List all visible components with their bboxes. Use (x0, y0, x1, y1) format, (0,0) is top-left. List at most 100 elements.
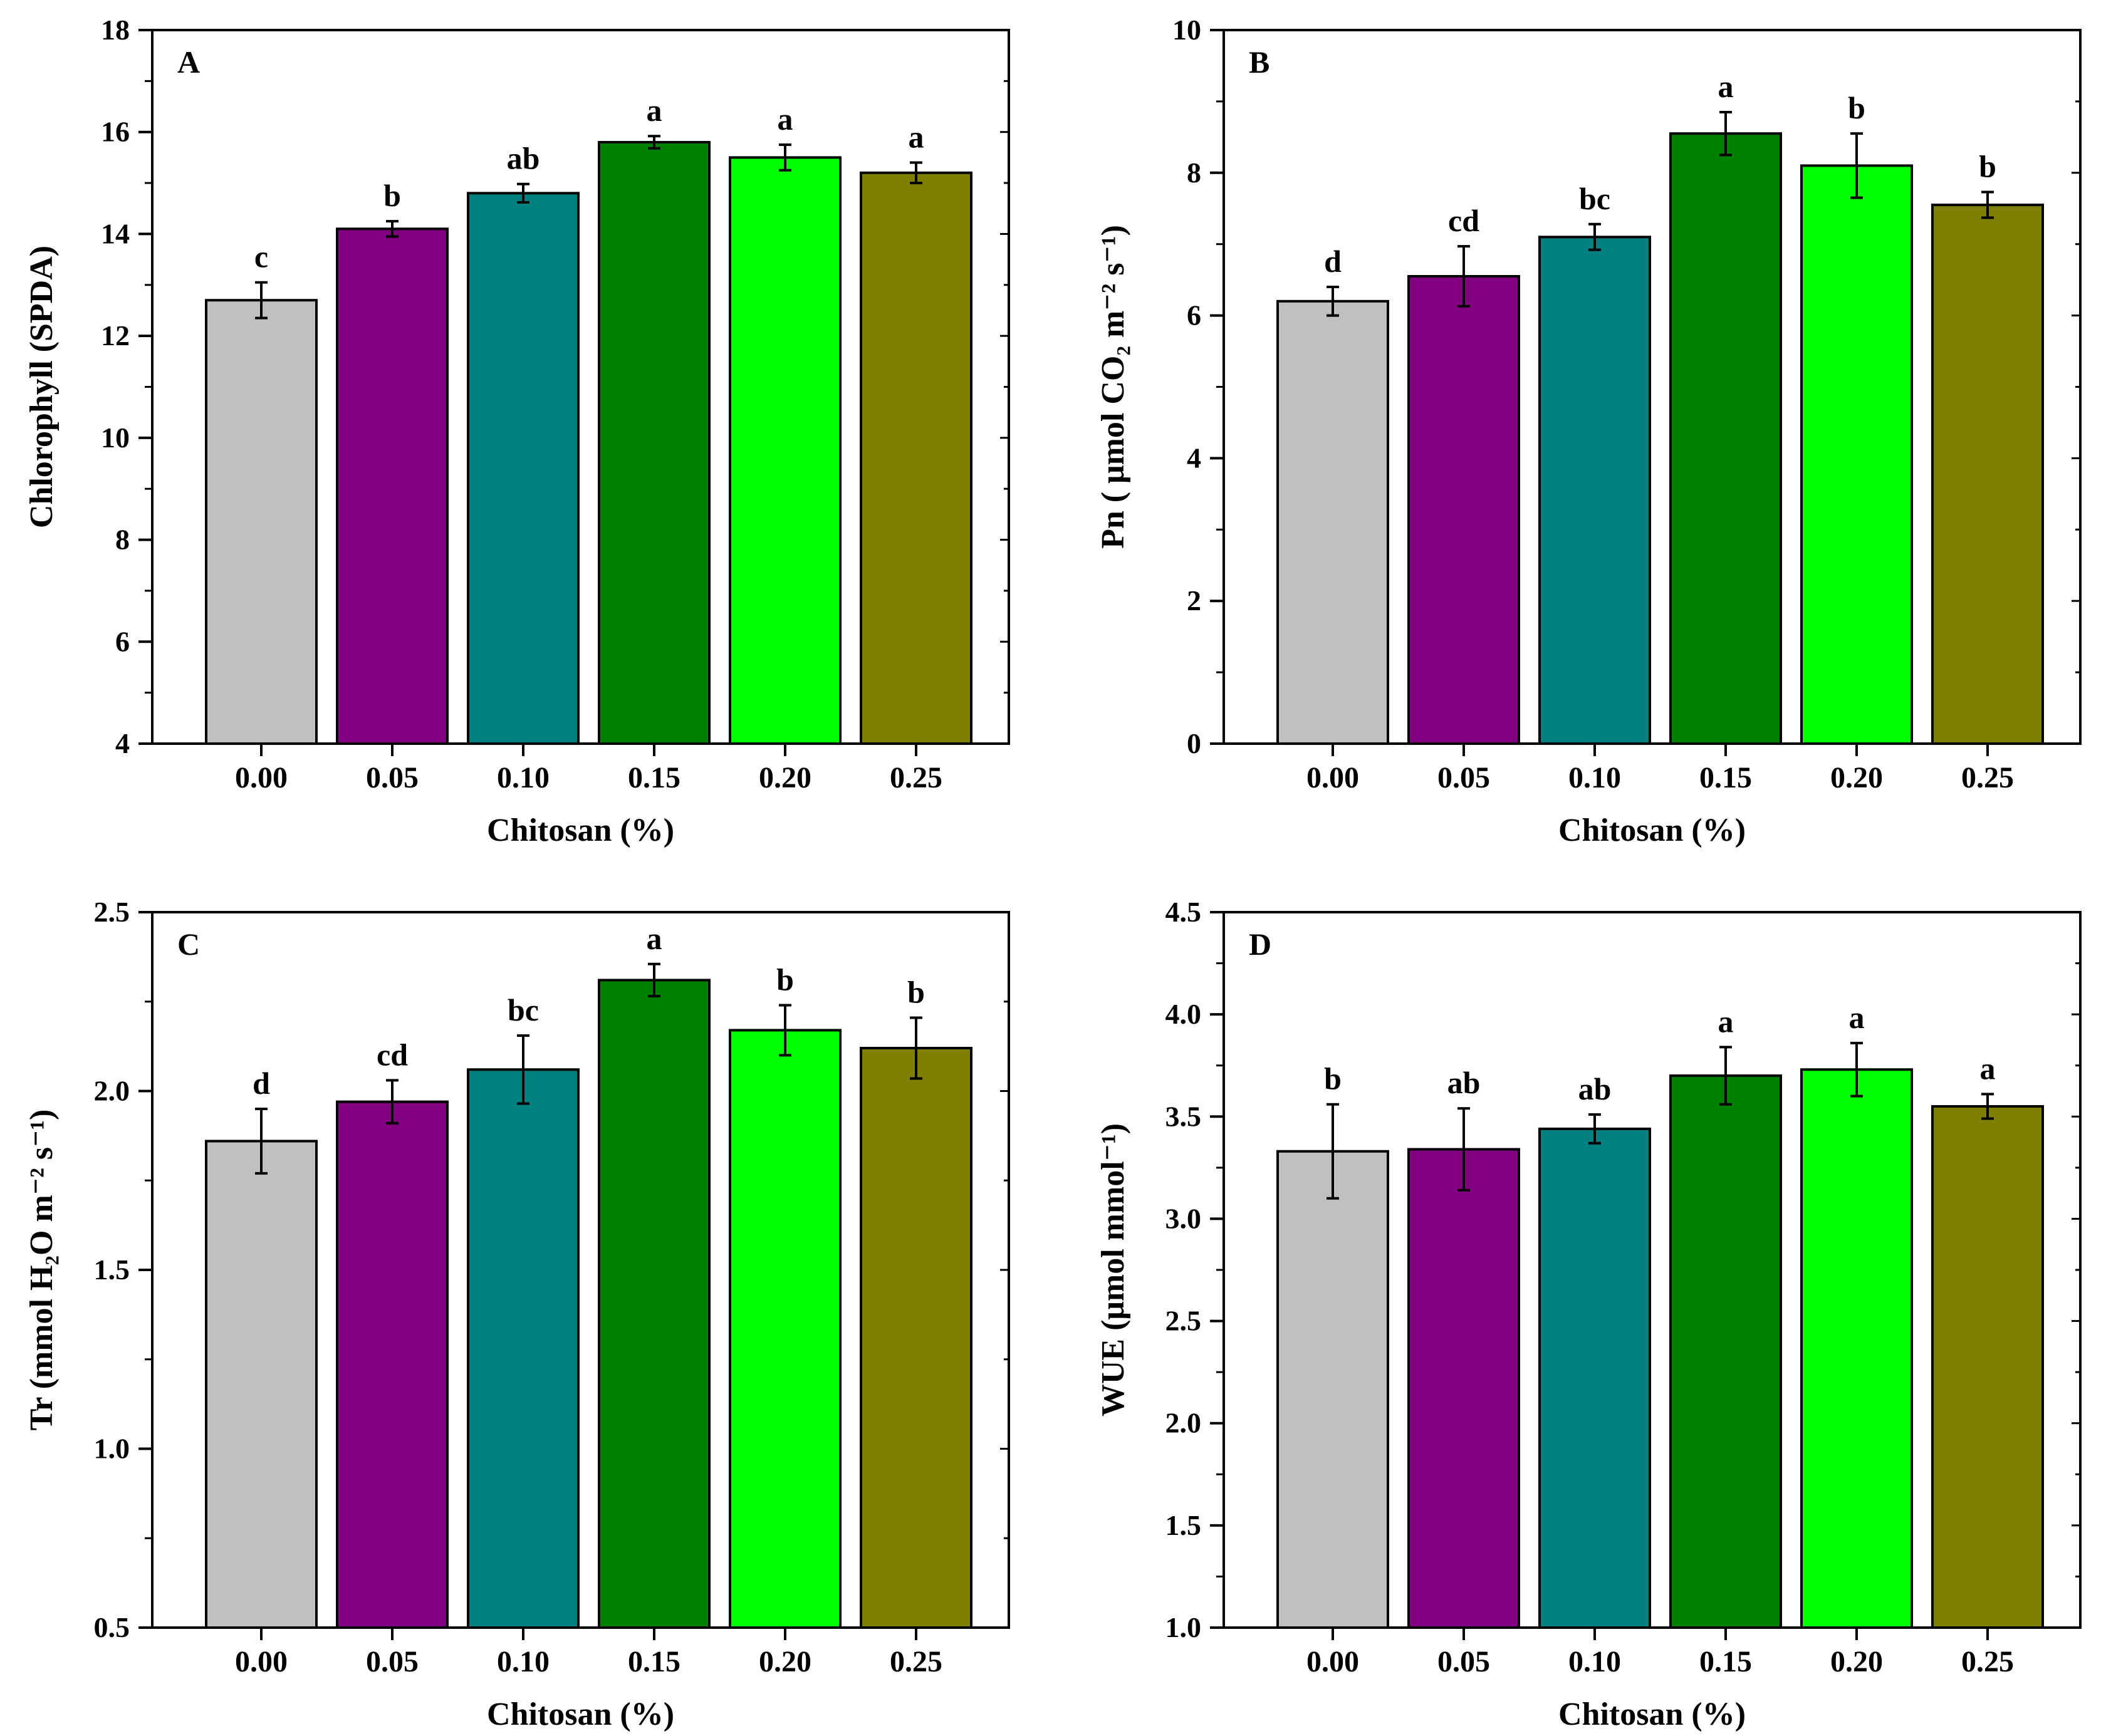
bar (1800, 164, 1913, 746)
y-tick-label: 10 (101, 422, 130, 454)
chart-panel-a: 4 6 8 10 12 14 16 18 c 0.00 b 0.05 ab 0.10 a 0.15 a 0.20 a… (24, 14, 1010, 848)
bar (467, 1068, 580, 1629)
bar (598, 140, 711, 745)
y-tick-label: 8 (115, 524, 130, 556)
y-tick-label: 1.5 (94, 1254, 130, 1286)
bar (467, 192, 580, 746)
chart-panel-b: 0 2 4 6 8 10 d 0.00 cd 0.05 bc 0.10 a 0.15 b 0.20 b 0.25 B… (1095, 14, 2082, 848)
x-tick-label: 0.15 (1699, 1645, 1752, 1678)
x-tick-label: 0.20 (759, 1645, 811, 1678)
significance-label: d (1324, 244, 1342, 279)
significance-label: cd (1448, 203, 1479, 238)
x-tick-label: 0.10 (497, 761, 550, 794)
x-tick-label: 0.05 (1437, 1645, 1490, 1678)
bar (1669, 1074, 1782, 1629)
y-tick-label: 8 (1187, 157, 1201, 189)
x-axis-title: Chitosan (%) (487, 813, 674, 848)
bar (1800, 1068, 1913, 1629)
y-tick-label: 18 (101, 14, 130, 46)
significance-label: bc (508, 992, 539, 1027)
significance-label: ab (1447, 1065, 1481, 1100)
x-tick-label: 0.05 (366, 761, 419, 794)
x-tick-label: 0.20 (759, 761, 811, 794)
bar (1931, 204, 2044, 745)
y-tick-label: 2.0 (1165, 1407, 1202, 1439)
panel-label: A (177, 44, 200, 80)
bar (1276, 1150, 1389, 1629)
significance-label: a (1718, 1004, 1734, 1039)
x-tick-label: 0.00 (235, 1645, 288, 1678)
x-tick-label: 0.25 (1961, 761, 2014, 794)
bar (598, 979, 711, 1629)
y-tick-label: 0.5 (94, 1611, 130, 1643)
y-axis-title: Pn ( μmol CO₂ m⁻² s⁻¹) (1095, 225, 1131, 549)
y-tick-label: 2.5 (94, 896, 130, 928)
significance-label: c (254, 239, 268, 274)
y-tick-label: 12 (101, 320, 130, 351)
significance-label: b (776, 962, 794, 997)
bar (860, 1046, 972, 1629)
x-tick-label: 0.20 (1830, 761, 1883, 794)
x-tick-label: 0.25 (890, 1645, 942, 1678)
y-tick-label: 0 (1187, 727, 1201, 759)
y-axis-title: Tr (mmol H₂O m⁻² s⁻¹) (24, 1110, 60, 1431)
significance-label: b (1324, 1061, 1342, 1096)
y-tick-label: 4 (1187, 442, 1201, 474)
y-tick-label: 2.0 (94, 1075, 130, 1107)
significance-label: ab (507, 141, 540, 176)
bar (1538, 1127, 1651, 1629)
x-tick-label: 0.00 (1306, 1645, 1359, 1678)
significance-label: bc (1579, 181, 1610, 216)
x-tick-label: 0.25 (890, 761, 942, 794)
bar (1276, 299, 1389, 745)
x-tick-label: 0.05 (366, 1645, 419, 1678)
y-axis-title: WUE (μmol mmol⁻¹) (1095, 1123, 1131, 1416)
y-tick-label: 4.5 (1165, 896, 1202, 928)
significance-label: a (1849, 1000, 1865, 1035)
y-tick-label: 2.5 (1165, 1305, 1202, 1337)
bar (336, 227, 449, 745)
significance-label: a (647, 921, 662, 956)
bar (1407, 274, 1520, 745)
chart-panel-c: 0.5 1.0 1.5 2.0 2.5 d 0.00 cd 0.05 bc 0.10 a 0.15 b 0.… (24, 896, 1010, 1732)
x-tick-label: 0.00 (235, 761, 288, 794)
y-tick-label: 1.5 (1165, 1509, 1202, 1541)
x-axis-title: Chitosan (%) (1558, 1697, 1746, 1732)
y-tick-label: 3.0 (1165, 1202, 1202, 1234)
significance-label: cd (377, 1037, 408, 1072)
bar (1538, 236, 1651, 745)
significance-label: a (778, 101, 793, 137)
y-tick-label: 1.0 (94, 1433, 130, 1465)
y-tick-label: 10 (1172, 14, 1201, 46)
x-tick-label: 0.10 (1568, 761, 1621, 794)
bar (729, 156, 842, 745)
y-tick-label: 2 (1187, 585, 1201, 616)
x-axis-title: Chitosan (%) (1558, 813, 1746, 848)
bar (205, 299, 318, 745)
y-tick-label: 1.0 (1165, 1611, 1202, 1643)
bar (205, 1140, 318, 1629)
y-tick-label: 6 (1187, 299, 1201, 331)
y-tick-label: 4.0 (1165, 998, 1202, 1030)
x-tick-label: 0.15 (628, 1645, 680, 1678)
y-axis-title: Chlorophyll (SPDA) (24, 246, 60, 528)
significance-label: d (253, 1066, 270, 1101)
bar (1407, 1148, 1520, 1629)
significance-label: b (383, 178, 401, 213)
y-tick-label: 4 (115, 727, 130, 759)
x-tick-label: 0.10 (497, 1645, 550, 1678)
significance-label: b (907, 974, 925, 1009)
significance-label: a (1980, 1051, 1996, 1086)
bar (1931, 1104, 2044, 1629)
significance-label: a (1718, 69, 1734, 104)
significance-label: ab (1578, 1071, 1612, 1106)
significance-label: a (647, 93, 662, 128)
x-tick-label: 0.20 (1830, 1645, 1883, 1678)
x-tick-label: 0.25 (1961, 1645, 2014, 1678)
x-tick-label: 0.05 (1437, 761, 1490, 794)
bar (336, 1100, 449, 1629)
y-tick-label: 16 (101, 116, 130, 148)
bar (860, 171, 972, 745)
bar (1669, 132, 1782, 745)
